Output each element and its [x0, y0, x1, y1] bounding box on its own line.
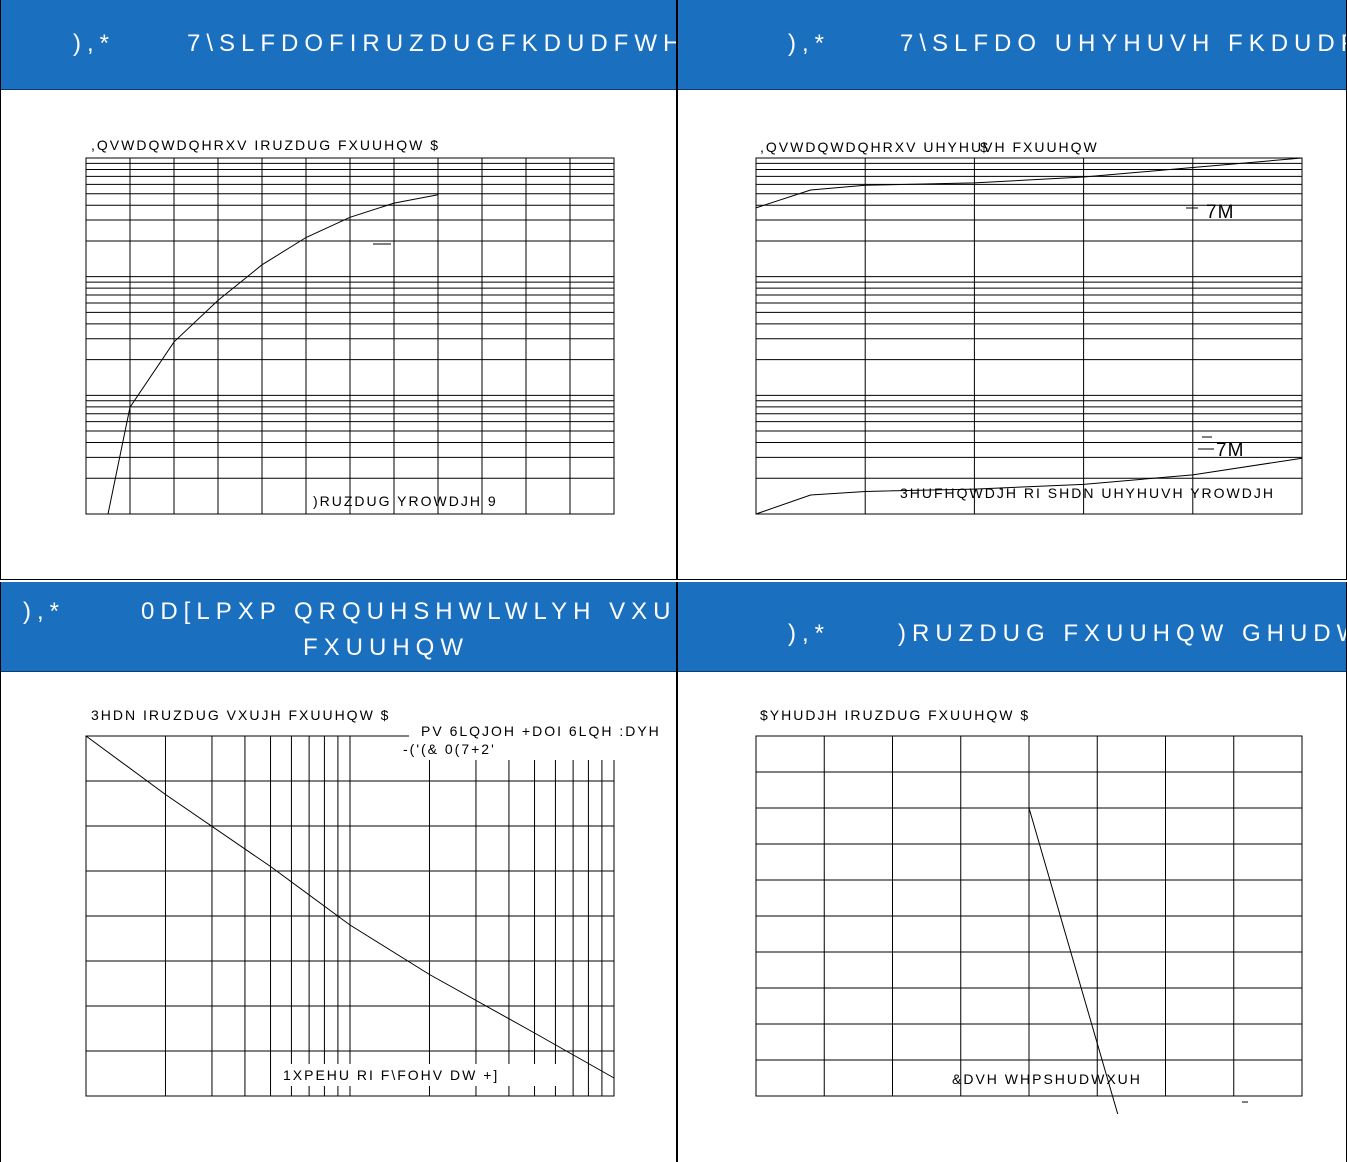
- chart-panel-reverse: ),* 7\SLFDO UHYHUVH FKDUDFWHULVWLFV ,QVW…: [677, 0, 1347, 580]
- derating-line: [1028, 807, 1119, 1115]
- chart-surge-current: 3HDN IRUZDUG VXUJH FXUUHQW $ PV 6LQJOH +D…: [85, 707, 669, 1097]
- y-axis-unit: $: [980, 139, 990, 155]
- plot-frame: [755, 157, 1303, 515]
- figure-number: ),*: [788, 30, 830, 57]
- y-axis-label: $YHUDJH IRUZDUG FXUUHQW $: [760, 707, 1030, 723]
- annotation-method: -('(& 0(7+2': [403, 741, 496, 757]
- figure-number: ),*: [23, 598, 65, 625]
- x-axis-label: 1XPEHU RI F\FOHV DW +]: [283, 1067, 499, 1083]
- panel-title: 0D[LPXP QRQUHSHWLWLYH VXUJH: [141, 598, 677, 625]
- forward-curve: [107, 194, 439, 515]
- panel-title: )RUZDUG FXUUHQW GHUDWLQJ FXUYH: [898, 620, 1346, 647]
- panel-title-line2: FXUUHQW: [303, 634, 469, 661]
- y-axis-label: ,QVWDQWDQHRXV UHYHUVH FXUUHQW: [760, 139, 1099, 155]
- reverse-curve-2: [755, 457, 1303, 515]
- figure-number: ),*: [788, 620, 830, 647]
- chart-forward-characteristics: ,QVWDQWDQHRXV IRUZDUG FXUUHQW $ )RUZDUG Y…: [85, 137, 615, 515]
- reverse-curve-1: [755, 157, 1303, 209]
- panel-title: 7\SLFDO UHYHUVH FKDUDFWHULVWLFV: [900, 30, 1346, 57]
- chart-derating-curve: $YHUDJH IRUZDUG FXUUHQW $ &DVH WHPSHUDWXU…: [755, 707, 1303, 1115]
- x-axis-label: )RUZDUG YROWDJH 9: [313, 493, 498, 509]
- y-axis-label: 3HDN IRUZDUG VXUJH FXUUHQW $: [91, 707, 390, 723]
- panel-header: ),* )RUZDUG FXUUHQW GHUDWLQJ FXUYH: [678, 582, 1346, 672]
- x-axis-label: &DVH WHPSHUDWXUH: [952, 1071, 1142, 1087]
- annotation-background: [409, 724, 669, 760]
- annotation-waveform: PV 6LQJOH +DOI 6LQH :DYH: [421, 723, 661, 739]
- curve-label-top: 7M: [1206, 202, 1234, 223]
- x-axis-label: 3HUFHQWDJH RI SHDN UHYHUVH YROWDJH: [900, 485, 1275, 501]
- chart-reverse-characteristics: ,QVWDQWDQHRXV UHYHUVH FXUUHQW$7M 7M 3HUFHQ…: [755, 139, 1303, 515]
- surge-curve: [85, 735, 615, 1079]
- curve-label-bottom: 7M: [1216, 440, 1244, 461]
- panel-header: ),* 7\SLFDOFIRUZDUGFKDUDFWHULVWLFV: [1, 0, 676, 90]
- chart-panel-derating: ),* )RUZDUG FXUUHQW GHUDWLQJ FXUYH $YHUD…: [677, 582, 1347, 1162]
- panel-header: ),* 7\SLFDO UHYHUVH FKDUDFWHULVWLFV: [678, 0, 1346, 90]
- chart-panel-surge: ),* 0D[LPXP QRQUHSHWLWLYH VXUJH FXUUHQW …: [0, 582, 677, 1162]
- panel-title: 7\SLFDOFIRUZDUGFKDUDFWHULVWLFV: [187, 30, 676, 57]
- chart-panel-forward: ),* 7\SLFDOFIRUZDUGFKDUDFWHULVWLFV ,QVWD…: [0, 0, 677, 580]
- figure-number: ),*: [73, 30, 115, 57]
- panel-header: ),* 0D[LPXP QRQUHSHWLWLYH VXUJH FXUUHQW: [1, 582, 676, 672]
- y-axis-label: ,QVWDQWDQHRXV IRUZDUG FXUUHQW $: [91, 137, 440, 153]
- label-background: [281, 1064, 571, 1086]
